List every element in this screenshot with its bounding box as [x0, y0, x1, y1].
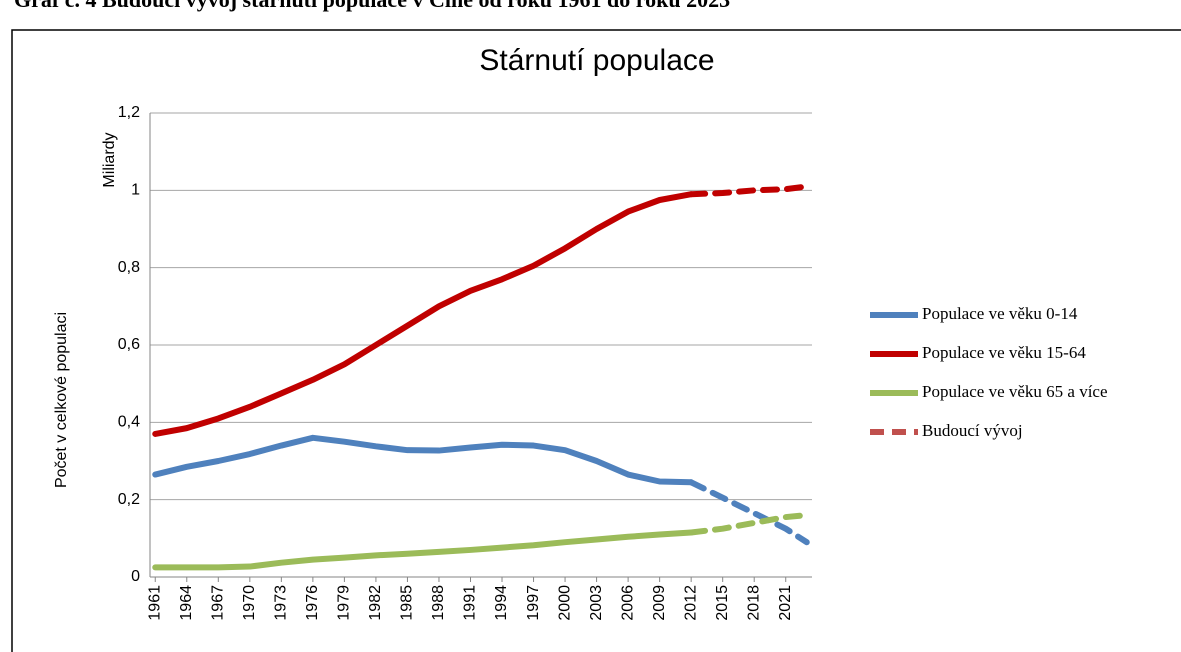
x-tick-label: 1964: [178, 585, 195, 621]
chart-border: [11, 29, 1181, 652]
y-tick-label: 0,2: [118, 491, 140, 508]
x-tick-label: 1973: [273, 585, 290, 621]
x-tick-label: 1982: [367, 585, 384, 621]
chart-title: Stárnutí populace: [479, 44, 714, 77]
legend-label: Budoucí vývoj: [922, 421, 1023, 440]
y-tick-label: 0,8: [118, 259, 140, 276]
x-tick-label: 1985: [399, 585, 416, 621]
y-tick-label: 0: [131, 568, 140, 585]
x-tick-label: 1997: [525, 585, 542, 621]
x-tick-label: 2003: [588, 585, 605, 621]
x-tick-label: 2018: [745, 585, 762, 621]
series-line: [152, 191, 695, 437]
series-line: [152, 434, 695, 486]
y-tick-label: 0,4: [118, 414, 140, 431]
forecast-line: [688, 479, 810, 546]
x-tick-label: 1988: [430, 585, 447, 621]
caption: Graf č. 4 Budoucí vývoj stárnutí populac…: [14, 0, 730, 12]
x-tick-label: 2021: [777, 585, 794, 621]
legend-label: Populace ve věku 65 a více: [922, 382, 1108, 401]
y-tick-label: 1: [131, 182, 140, 199]
x-tick-label: 2012: [682, 585, 699, 621]
y-axis-title: Počet v celkové populaci: [53, 312, 70, 488]
x-tick-label: 1970: [241, 585, 258, 621]
x-tick-label: 1991: [462, 585, 479, 621]
legend-label: Populace ve věku 0-14: [922, 304, 1078, 323]
forecast-line: [688, 183, 810, 198]
forecast-line: [688, 512, 810, 536]
series-line: [152, 529, 695, 571]
x-tick-label: 2015: [714, 585, 731, 621]
x-tick-label: 1976: [304, 585, 321, 621]
y-axis-unit: Miliardy: [101, 132, 118, 187]
legend-label: Populace ve věku 15-64: [922, 343, 1086, 362]
x-tick-label: 1979: [336, 585, 353, 621]
x-tick-label: 1994: [493, 585, 510, 621]
x-tick-label: 1967: [210, 585, 227, 621]
x-tick-label: 1961: [146, 585, 163, 621]
y-tick-label: 0,6: [118, 336, 140, 353]
x-tick-label: 2006: [619, 585, 636, 621]
y-tick-label: 1,2: [118, 104, 140, 121]
x-tick-label: 2000: [556, 585, 573, 621]
x-tick-label: 2009: [651, 585, 668, 621]
